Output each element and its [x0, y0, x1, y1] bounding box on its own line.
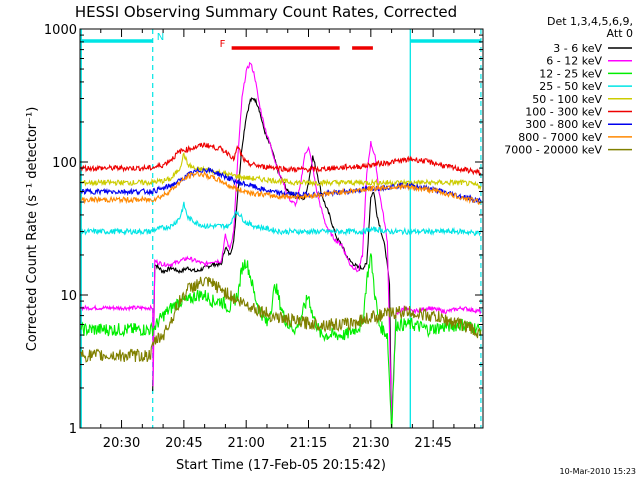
series-line	[80, 201, 482, 237]
plot-frame	[79, 28, 484, 429]
legend-label: 300 - 800 keV	[525, 118, 602, 131]
x-tick-label: 21:30	[352, 436, 389, 451]
y-axis-label: Corrected Count Rate (s⁻¹ detector⁻¹)	[25, 107, 40, 352]
x-tick-label: 20:30	[103, 436, 140, 451]
flags-layer: NF	[80, 32, 481, 50]
series-line	[80, 253, 482, 428]
x-tick-label: 21:00	[227, 436, 264, 451]
legend-label: 50 - 100 keV	[532, 93, 602, 106]
chart-title: HESSI Observing Summary Count Rates, Cor…	[75, 3, 457, 21]
series-line	[80, 166, 482, 204]
legend-label: 3 - 6 keV	[553, 42, 602, 55]
series-line	[80, 61, 482, 423]
x-axis-label: Start Time (17-Feb-05 20:15:42)	[176, 458, 386, 473]
date-stamp: 10-Mar-2010 15:23	[560, 467, 637, 476]
series-layer	[80, 61, 482, 428]
y-tick-label: 1	[69, 422, 77, 437]
series-line	[80, 170, 482, 206]
series-line	[81, 151, 482, 191]
legend-label: 12 - 25 keV	[539, 67, 602, 80]
y-tick-label: 100	[52, 156, 77, 171]
flag-label: F	[220, 39, 226, 50]
flag-label: N	[157, 32, 164, 43]
x-tick-label: 20:45	[165, 436, 202, 451]
x-tick-label: 21:15	[290, 436, 327, 451]
legend-label: 6 - 12 keV	[546, 55, 602, 68]
legend-label: 25 - 50 keV	[539, 80, 602, 93]
legend-label: 800 - 7000 keV	[518, 131, 602, 144]
legend-header-line-2: Att 0	[607, 27, 633, 40]
legend-label: 100 - 300 keV	[525, 106, 602, 119]
legend-label: 7000 - 20000 keV	[504, 144, 602, 157]
series-line	[80, 276, 482, 363]
legend-header-line-1: Det 1,3,4,5,6,9,	[547, 15, 633, 28]
vlines-layer	[80, 29, 482, 428]
y-tick-label: 10	[60, 289, 77, 304]
x-tick-label: 21:45	[414, 436, 451, 451]
y-axis: 1 10 100 1000	[44, 23, 483, 437]
series-line	[80, 142, 482, 176]
y-tick-label: 1000	[44, 23, 77, 38]
x-axis: 20:30 20:45 21:00 21:15 21:30 21:45	[79, 29, 476, 451]
